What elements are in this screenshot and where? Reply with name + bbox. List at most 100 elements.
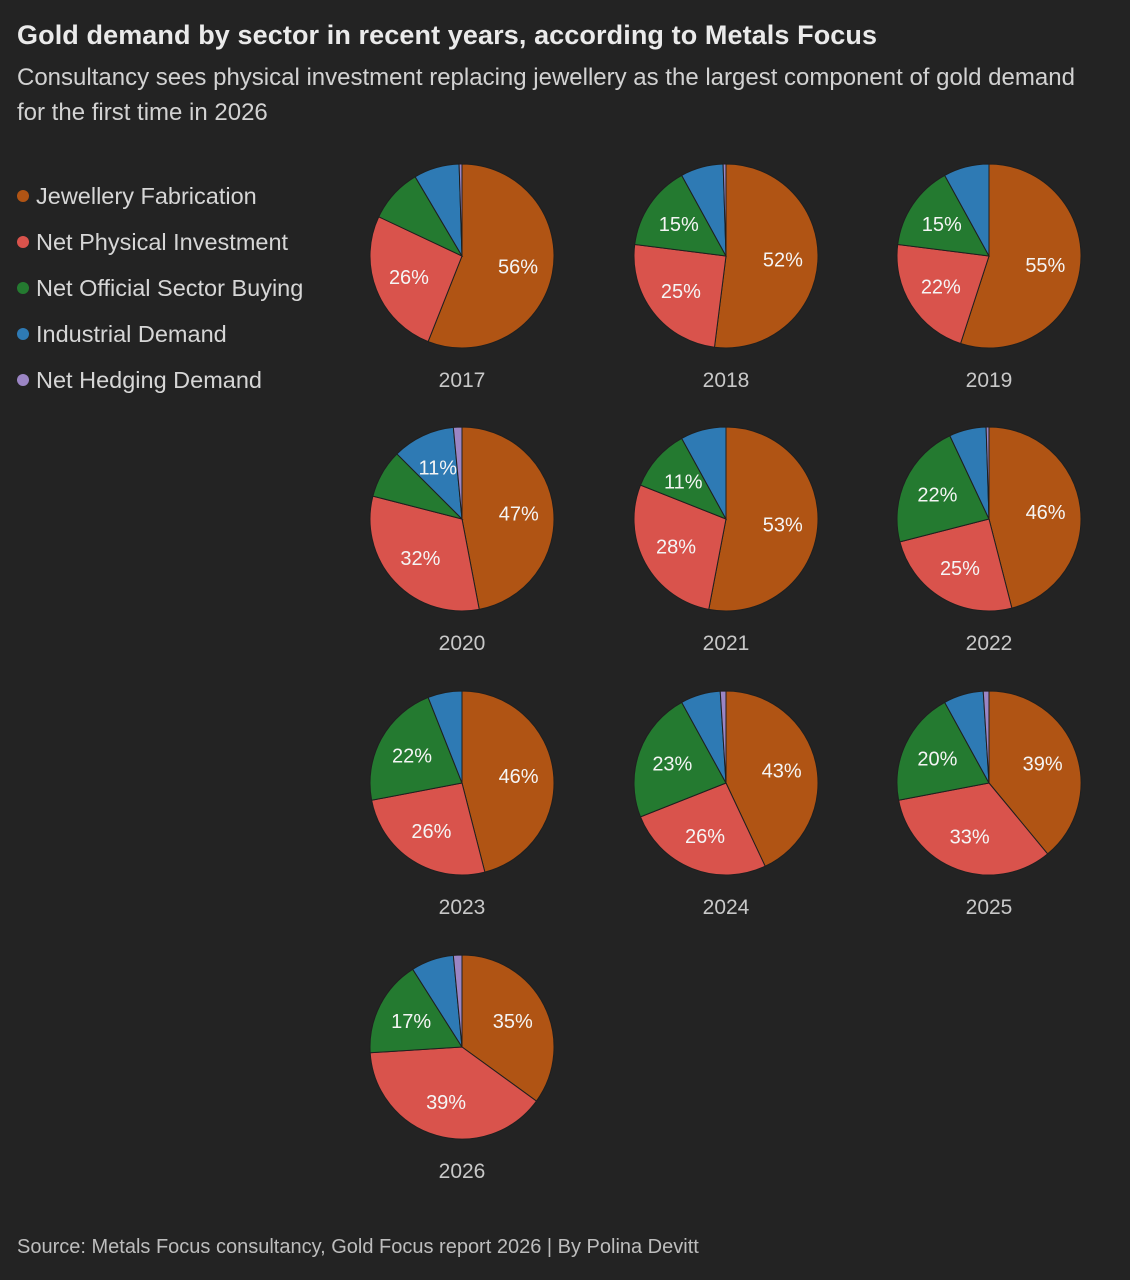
pie-slice-jewellery-fabrication (708, 426, 819, 612)
pie-slice-net-physical-investment (371, 782, 486, 876)
pie-slice-industrial-demand (943, 163, 990, 257)
pie-data-label: 15% (922, 214, 962, 236)
pie-slice-net-official-sector-buying (634, 174, 727, 257)
legend-label: Net Physical Investment (36, 228, 289, 255)
pie-2019: 55% 22% 15% 2019 (896, 163, 1082, 392)
pie-data-label: 22% (921, 277, 961, 299)
legend: Jewellery Fabrication Net Physical Inves… (17, 173, 303, 403)
pie-data-label: 43% (762, 761, 802, 783)
pie-year-label: 2020 (439, 632, 486, 655)
pie-slice-net-hedging-demand (982, 690, 990, 784)
pie-slice-industrial-demand (427, 690, 463, 784)
pie-year-label: 2026 (439, 1160, 486, 1183)
pie-slice-net-hedging-demand (452, 954, 463, 1048)
pie-2020: 47% 32% 11% 2020 (369, 426, 555, 655)
pie-slice-net-physical-investment (369, 216, 463, 343)
pie-year-label: 2025 (966, 896, 1013, 919)
legend-item-official-sector: Net Official Sector Buying (17, 265, 303, 311)
pie-data-label: 32% (400, 548, 440, 570)
pie-2024: 43% 26% 23% 2024 (633, 690, 819, 919)
pie-data-label: 22% (917, 485, 957, 507)
pie-data-label: 52% (763, 250, 803, 272)
pie-2026: 35% 39% 17% 2026 (369, 954, 555, 1183)
pie-slice-net-physical-investment (633, 484, 727, 610)
pie-year-label: 2018 (703, 369, 750, 392)
source-note: Source: Metals Focus consultancy, Gold F… (17, 1236, 699, 1258)
pie-slice-jewellery-fabrication (461, 954, 555, 1102)
pie-slice-net-official-sector-buying (369, 696, 463, 801)
pie-data-label: 46% (1026, 502, 1066, 524)
pie-slice-industrial-demand (680, 426, 727, 520)
pie-slice-net-physical-investment (369, 1046, 538, 1140)
legend-item-physical-investment: Net Physical Investment (17, 219, 303, 265)
pie-slice-net-physical-investment (369, 495, 480, 612)
chart-title: Gold demand by sector in recent years, a… (17, 20, 878, 50)
pie-slice-net-physical-investment (898, 782, 1049, 876)
pie-data-label: 53% (763, 514, 803, 536)
legend-item-hedging: Net Hedging Demand (17, 357, 303, 403)
legend-label: Jewellery Fabrication (36, 182, 257, 209)
pie-slice-jewellery-fabrication (461, 690, 555, 873)
pie-slice-jewellery-fabrication (988, 690, 1082, 855)
pie-data-label: 39% (1023, 754, 1063, 776)
pie-slice-net-official-sector-buying (896, 435, 990, 543)
pie-data-label: 55% (1025, 255, 1065, 277)
pie-slice-net-hedging-demand (458, 163, 463, 257)
pie-slice-net-official-sector-buying (896, 701, 990, 801)
pie-slice-net-physical-investment (899, 518, 1013, 612)
pie-data-label: 25% (661, 281, 701, 303)
pie-slice-net-official-sector-buying (897, 174, 990, 257)
pie-slice-jewellery-fabrication (427, 163, 555, 349)
legend-label: Net Official Sector Buying (36, 274, 304, 301)
pie-data-label: 33% (950, 827, 990, 849)
legend-label: Industrial Demand (36, 320, 227, 347)
legend-swatch (17, 374, 29, 386)
pie-slice-net-hedging-demand (985, 426, 990, 520)
pie-data-label: 26% (685, 826, 725, 848)
pie-slice-net-hedging-demand (719, 690, 727, 784)
pie-2023: 46% 26% 22% 2023 (369, 690, 555, 919)
pie-slice-jewellery-fabrication (461, 426, 555, 610)
pie-data-label: 39% (426, 1092, 466, 1114)
pie-year-label: 2024 (703, 896, 750, 919)
legend-swatch (17, 328, 29, 340)
pie-data-label: 11% (664, 471, 703, 493)
legend-item-industrial: Industrial Demand (17, 311, 303, 357)
legend-item-jewellery: Jewellery Fabrication (17, 173, 303, 219)
legend-label: Net Hedging Demand (36, 366, 262, 393)
pie-2022: 46% 25% 22% 2022 (896, 426, 1082, 655)
pie-slice-net-official-sector-buying (633, 701, 727, 818)
pie-slice-net-official-sector-buying (369, 968, 463, 1054)
pie-year-label: 2019 (966, 369, 1013, 392)
legend-swatch (17, 190, 29, 202)
pie-slice-net-physical-investment (633, 243, 727, 348)
legend-swatch (17, 236, 29, 248)
pie-slice-jewellery-fabrication (713, 163, 819, 349)
pie-data-label: 25% (940, 558, 980, 580)
pie-2017: 56% 26% 2017 (369, 163, 555, 392)
pie-data-label: 35% (493, 1011, 533, 1033)
pie-slice-net-physical-investment (639, 782, 766, 876)
pie-slice-net-hedging-demand (452, 426, 463, 520)
pie-year-label: 2022 (966, 632, 1013, 655)
pie-data-label: 17% (391, 1011, 431, 1033)
pie-data-label: 28% (656, 536, 696, 558)
pie-data-label: 11% (418, 457, 457, 479)
pie-data-label: 47% (499, 504, 539, 526)
pie-data-label: 22% (392, 746, 432, 768)
pie-slice-jewellery-fabrication (988, 426, 1082, 609)
pie-slice-net-hedging-demand (722, 163, 727, 257)
pie-slice-net-physical-investment (896, 243, 990, 345)
pie-data-label: 46% (499, 766, 539, 788)
pie-data-label: 26% (411, 821, 451, 843)
pie-year-label: 2017 (439, 369, 486, 392)
pie-data-label: 26% (389, 267, 429, 289)
pie-2025: 39% 33% 20% 2025 (896, 690, 1082, 919)
pie-year-label: 2023 (439, 896, 486, 919)
pie-data-label: 56% (498, 257, 538, 279)
pie-2018: 52% 25% 15% 2018 (633, 163, 819, 392)
chart-subtitle: Consultancy sees physical investment rep… (17, 64, 1075, 126)
pie-slice-jewellery-fabrication (959, 163, 1082, 349)
legend-swatch (17, 282, 29, 294)
